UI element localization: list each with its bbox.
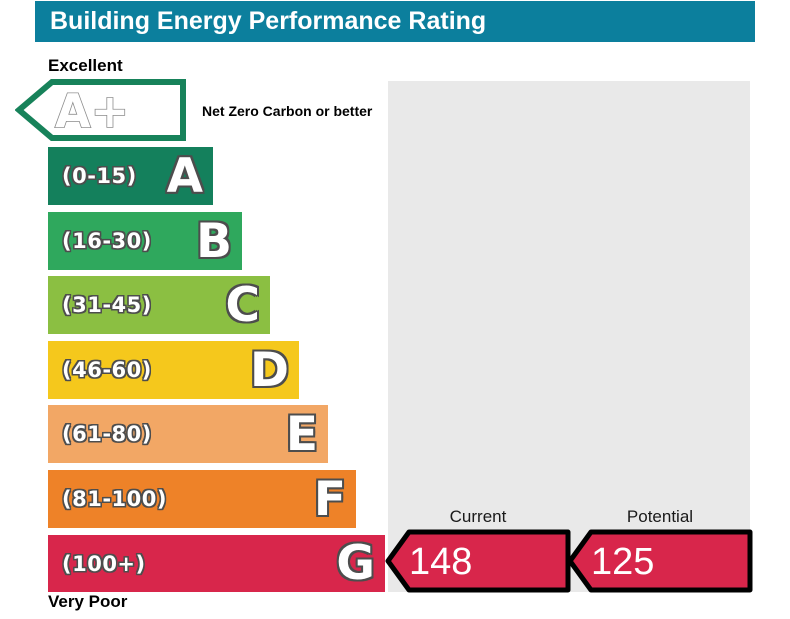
current-rating-arrow-shape xyxy=(385,529,571,593)
band-c: (31-45) C xyxy=(48,276,270,334)
band-d: (46-60) D xyxy=(48,341,299,399)
ratings-panel-background xyxy=(388,81,750,592)
current-rating-arrow: 148 xyxy=(385,529,571,593)
band-b-range-label: (16-30) xyxy=(62,229,152,253)
potential-column-label: Potential xyxy=(626,507,694,526)
potential-rating-value: 125 xyxy=(591,541,654,583)
current-column-label: Current xyxy=(449,507,507,526)
band-f-grade-letter: F xyxy=(313,471,346,527)
band-e-range-label: (61-80) xyxy=(62,422,152,446)
band-d-grade-letter: D xyxy=(249,342,289,398)
excellent-label: Excellent xyxy=(48,56,123,75)
band-g-range-label: (100+) xyxy=(62,551,146,576)
band-a-plus: A+ xyxy=(15,79,186,141)
band-d-range-label: (46-60) xyxy=(62,358,152,382)
current-rating-value: 148 xyxy=(409,541,472,583)
band-g-grade-letter: G xyxy=(336,536,375,591)
band-a-grade-letter: A xyxy=(166,148,203,204)
band-c-grade-letter: C xyxy=(225,277,261,333)
band-f: (81-100) F xyxy=(48,470,356,528)
chart-title: Building Energy Performance Rating xyxy=(50,7,487,35)
band-a-range-label: (0-15) xyxy=(62,164,137,188)
band-e-grade-letter: E xyxy=(285,406,318,462)
very-poor-label: Very Poor xyxy=(48,592,128,611)
band-e: (61-80) E xyxy=(48,405,328,463)
band-a: (0-15) A xyxy=(48,147,213,205)
potential-rating-arrow-shape xyxy=(567,529,753,593)
net-zero-note: Net Zero Carbon or better xyxy=(202,103,373,119)
band-g: (100+) G xyxy=(48,535,385,592)
a-plus-arrow-shape xyxy=(15,79,186,141)
band-c-range-label: (31-45) xyxy=(62,293,152,317)
chart-title-bar: Building Energy Performance Rating xyxy=(35,1,755,42)
potential-rating-arrow: 125 xyxy=(567,529,753,593)
a-plus-grade-letter: A+ xyxy=(55,84,129,138)
band-b: (16-30) B xyxy=(48,212,242,270)
band-b-grade-letter: B xyxy=(196,213,232,269)
band-f-range-label: (81-100) xyxy=(62,487,167,511)
